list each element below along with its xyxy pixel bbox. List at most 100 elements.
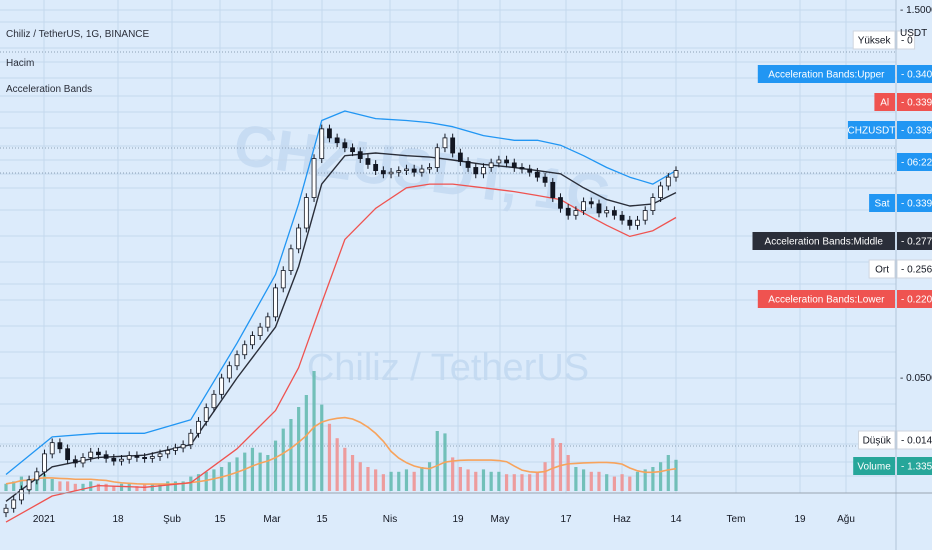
candle-body-29: [226, 365, 232, 379]
candle-body-35: [273, 287, 278, 318]
candle-body-43: [334, 137, 340, 144]
candle-body-17: [134, 455, 140, 458]
volume-bar-50: [389, 471, 393, 491]
volume-bar-69: [535, 471, 539, 491]
candle-body-52: [404, 168, 409, 171]
candle-body-31: [242, 344, 248, 356]
candlesticks: [3, 124, 679, 518]
price-tag-5: Sat - 0.33980: [869, 194, 932, 212]
price-tag-label-bg-5: [869, 194, 895, 212]
volume-bar-1: [12, 481, 16, 491]
volume-bar-17: [135, 486, 139, 491]
candle-body-66: [511, 162, 517, 168]
candle-body-72: [558, 197, 563, 209]
candle-body-32: [250, 335, 255, 346]
volume-ma-path: [5, 416, 677, 485]
volume-bar-31: [243, 452, 247, 491]
chart-title[interactable]: Chiliz / TetherUS, 1G, BINANCE: [6, 29, 149, 40]
volume-bar-2: [19, 476, 24, 491]
volume-bar-66: [512, 474, 516, 491]
volume-bar-7: [58, 481, 62, 491]
volume-bar-8: [66, 481, 70, 491]
candle-body-41: [319, 128, 325, 159]
volume-bar-75: [581, 469, 586, 491]
price-tag-value-bg-7: [896, 259, 932, 279]
candle-body-70: [542, 176, 548, 183]
symbol-title: Chiliz / TetherUS, 1G, BINANCE: [6, 29, 150, 40]
volume-bar-39: [304, 395, 308, 491]
price-tag-value-10: - 1.335B: [901, 462, 932, 473]
candle-body-73: [565, 207, 571, 216]
price-tag-label-bg-2: [874, 93, 895, 111]
candle-body-54: [419, 168, 425, 173]
candle-body-74: [573, 210, 579, 216]
volume-bar-48: [374, 469, 378, 491]
volume-bar-45: [350, 455, 355, 491]
candle-body-58: [450, 137, 456, 154]
candle-body-22: [173, 447, 178, 451]
volume-bar-63: [489, 471, 493, 491]
candle-body-45: [350, 147, 355, 153]
price-tag-value-1: - 0.34038: [901, 70, 932, 81]
candle-body-80: [619, 214, 625, 221]
price-tag-value-bg-5: [897, 194, 932, 212]
volume-bar-79: [612, 476, 616, 491]
volume-bar-23: [181, 481, 185, 491]
candle-body-40: [311, 158, 317, 198]
candle-body-60: [465, 161, 471, 168]
volume-bar-80: [620, 474, 624, 491]
price-tag-value-0: - 0: [901, 36, 913, 47]
candle-body-21: [165, 450, 171, 455]
price-tag-10: Volume - 1.335B: [853, 457, 932, 475]
price-tag-label-1: Acceleration Bands:Upper: [768, 70, 885, 81]
price-tag-value-9: - 0.01413: [901, 436, 932, 447]
volume-bar-46: [358, 462, 362, 491]
volume-bar-61: [474, 471, 478, 491]
volume-bar-86: [666, 455, 670, 491]
volume-bar-25: [196, 474, 201, 491]
volume-bar-37: [289, 419, 293, 491]
volume-bar-16: [127, 483, 131, 491]
volume-bar-35: [273, 440, 278, 491]
volume-bar-12: [96, 483, 101, 491]
candle-body-26: [203, 407, 209, 422]
price-tag-label-bg-9: [858, 430, 896, 450]
candle-body-33: [257, 326, 263, 336]
price-tags: Yüksek - 0 Acceleration Bands:Upper - 0.340…: [752, 30, 932, 475]
candle-body-78: [604, 210, 610, 214]
volume-bar-22: [173, 481, 178, 491]
candle-body-27: [211, 393, 217, 409]
candle-body-50: [388, 171, 394, 175]
candle-body-75: [581, 201, 586, 211]
x-tick-label-8: May: [491, 514, 510, 525]
volume-bar-70: [543, 462, 547, 491]
volume-bar-24: [189, 476, 193, 491]
indicator-accel-bands-label[interactable]: Acceleration Bands: [6, 84, 92, 95]
volume-bar-5: [42, 474, 47, 491]
candle-body-1: [11, 499, 17, 509]
price-tag-2: Al - 0.33999: [874, 93, 932, 111]
candle-body-71: [550, 181, 556, 198]
price-tag-value-bg-4: [897, 153, 932, 171]
candle-body-64: [496, 159, 502, 164]
indicator-volume-label[interactable]: Hacim: [6, 58, 34, 69]
candle-body-65: [504, 159, 509, 164]
volume-average-line: [5, 416, 677, 485]
price-tag-value-bg-8: [897, 290, 932, 308]
volume-bar-6: [50, 479, 54, 491]
candle-body-76: [588, 201, 594, 205]
candle-body-14: [111, 457, 117, 462]
candle-body-83: [642, 210, 648, 221]
volume-bar-85: [658, 462, 663, 491]
candle-body-11: [88, 451, 94, 458]
volume-bar-68: [528, 474, 532, 491]
x-tick-label-6: Nis: [383, 514, 397, 525]
volume-bar-41: [320, 404, 324, 491]
volume-bar-81: [628, 476, 632, 491]
volume-bars: [4, 371, 678, 491]
price-tag-value-5: - 0.33980: [901, 199, 932, 210]
price-tag-3: CHZUSDT - 0.33996: [848, 121, 932, 139]
x-tick-label-5: 15: [316, 514, 328, 525]
